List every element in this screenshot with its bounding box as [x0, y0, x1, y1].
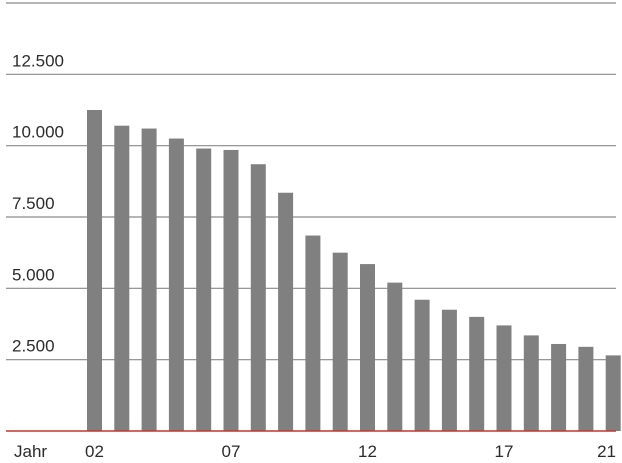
bar-05: [168, 138, 184, 432]
bar-11: [332, 252, 348, 431]
bar-16: [469, 316, 485, 431]
bar-08: [250, 164, 266, 432]
bar-09: [278, 192, 294, 431]
y-tick-label: 2.500: [12, 337, 55, 356]
y-tick-label: 12.500: [12, 51, 64, 70]
bar-14: [414, 299, 430, 431]
bar-03: [114, 125, 130, 432]
y-tick-label: 7.500: [12, 194, 55, 213]
bar-20: [578, 346, 594, 431]
bars: [87, 110, 621, 432]
x-tick-label: 07: [222, 442, 241, 461]
bar-18: [523, 335, 539, 431]
x-axis-tick-labels: 02 07 12 17 21: [85, 442, 616, 461]
x-tick-label: 17: [495, 442, 514, 461]
grid-lines: [6, 2, 616, 361]
bar-21: [605, 355, 621, 431]
bar-19: [551, 343, 567, 431]
bar-12: [360, 264, 375, 431]
bar-02: [87, 110, 102, 431]
x-tick-label: 12: [358, 442, 377, 461]
bar-07: [223, 149, 239, 432]
y-tick-label: 10.000: [12, 123, 64, 142]
bar-10: [305, 235, 321, 431]
bar-04: [141, 128, 157, 431]
y-tick-label: 5.000: [12, 265, 55, 284]
x-tick-label: 21: [597, 442, 616, 461]
bar-17: [496, 325, 512, 431]
bar-06: [196, 148, 212, 431]
x-axis-label: Jahr: [14, 442, 47, 461]
bar-15: [441, 309, 457, 431]
bar-13: [387, 282, 403, 431]
x-tick-label: 02: [85, 442, 104, 461]
